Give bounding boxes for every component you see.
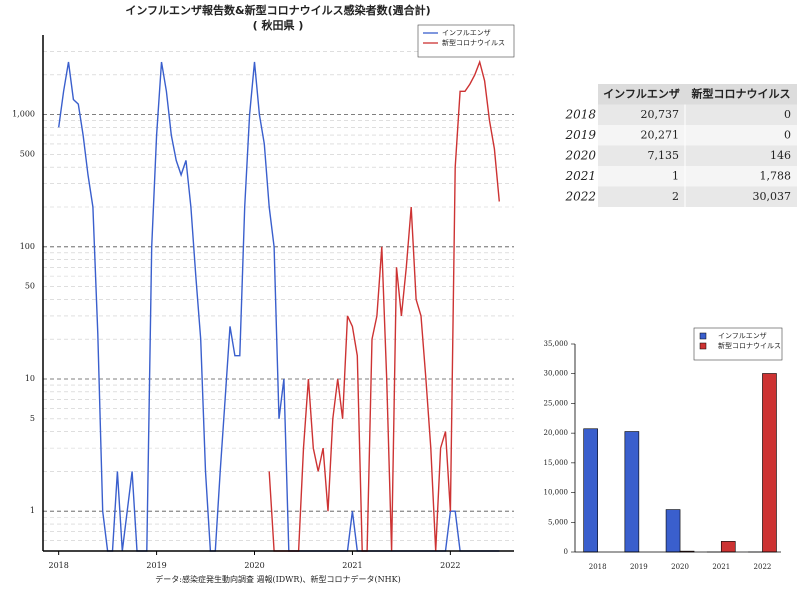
y-tick-label: 10 <box>25 374 35 383</box>
y-tick-label: 5 <box>30 414 35 423</box>
legend-swatch <box>699 342 707 350</box>
series-line <box>58 61 500 552</box>
chart-title: インフルエンザ報告数&新型コロナウイルス感染者数(週合計) <box>125 3 430 17</box>
x-tick-label: 2018 <box>589 563 607 571</box>
x-tick-label: 2022 <box>440 561 460 570</box>
x-tick-label: 2021 <box>342 561 362 570</box>
y-tick-label: 25,000 <box>544 399 569 407</box>
table-row-label: 2018 <box>564 107 596 121</box>
y-tick-label: 100 <box>20 242 35 251</box>
x-tick-label: 2018 <box>48 561 68 570</box>
table-row-bg <box>598 125 797 146</box>
chart-subtitle: ( 秋田県 ) <box>253 18 304 32</box>
table-cell: 30,037 <box>753 190 792 203</box>
bar <box>624 431 640 553</box>
bar <box>762 373 777 553</box>
legend-box <box>693 327 783 361</box>
legend-label: インフルエンザ <box>442 29 491 37</box>
table-cell: 1 <box>672 169 679 182</box>
y-tick-label: 30,000 <box>544 370 569 378</box>
table-row-bg <box>598 166 797 187</box>
legend-label: インフルエンザ <box>718 332 767 340</box>
legend-box <box>417 24 515 58</box>
table-row-label: 2020 <box>564 148 596 162</box>
table-cell: 0 <box>784 128 791 141</box>
y-tick-label: 10,000 <box>544 489 569 497</box>
table-cell: 1,788 <box>760 169 792 182</box>
table-cell: 0 <box>784 108 791 121</box>
table-row-label: 2022 <box>564 189 596 203</box>
table-row-bg <box>598 186 797 207</box>
legend-label: 新型コロナウイルス <box>718 341 781 350</box>
table-cell: 20,737 <box>641 108 680 121</box>
table-header: インフルエンザ <box>603 87 680 100</box>
bar <box>665 509 681 553</box>
table-row-label: 2019 <box>564 128 596 142</box>
x-tick-label: 2021 <box>712 563 730 571</box>
table-cell: 20,271 <box>641 128 680 141</box>
y-tick-label: 15,000 <box>544 459 569 467</box>
y-tick-label: 50 <box>25 282 35 291</box>
table-header-bg <box>598 84 797 105</box>
table-row-bg <box>598 145 797 166</box>
y-tick-label: 35,000 <box>544 340 569 348</box>
table-cell: 2 <box>672 190 679 203</box>
x-tick-label: 2022 <box>754 563 772 571</box>
table-row-bg <box>598 104 797 125</box>
table-row-label: 2021 <box>564 169 596 183</box>
y-tick-label: 1,000 <box>12 110 35 119</box>
x-tick-label: 2020 <box>244 561 264 570</box>
y-tick-label: 0 <box>564 548 568 556</box>
series-line <box>268 59 500 552</box>
bar <box>720 541 736 553</box>
y-tick-label: 1 <box>30 506 35 515</box>
table-header: 新型コロナウイルス <box>692 86 791 100</box>
y-tick-label: 500 <box>20 149 35 158</box>
x-tick-label: 2019 <box>630 563 648 571</box>
source-note: データ:感染症発生動向調査 週報(IDWR)、新型コロナデータ(NHK) <box>155 574 401 584</box>
y-tick-label: 20,000 <box>544 429 569 437</box>
legend-swatch <box>699 332 707 340</box>
legend-label: 新型コロナウイルス <box>442 38 505 47</box>
x-tick-label: 2019 <box>146 561 166 570</box>
table-cell: 146 <box>770 149 791 162</box>
table-cell: 7,135 <box>648 149 680 162</box>
x-tick-label: 2020 <box>671 563 689 571</box>
bar <box>583 428 598 553</box>
y-tick-label: 5,000 <box>548 518 568 526</box>
